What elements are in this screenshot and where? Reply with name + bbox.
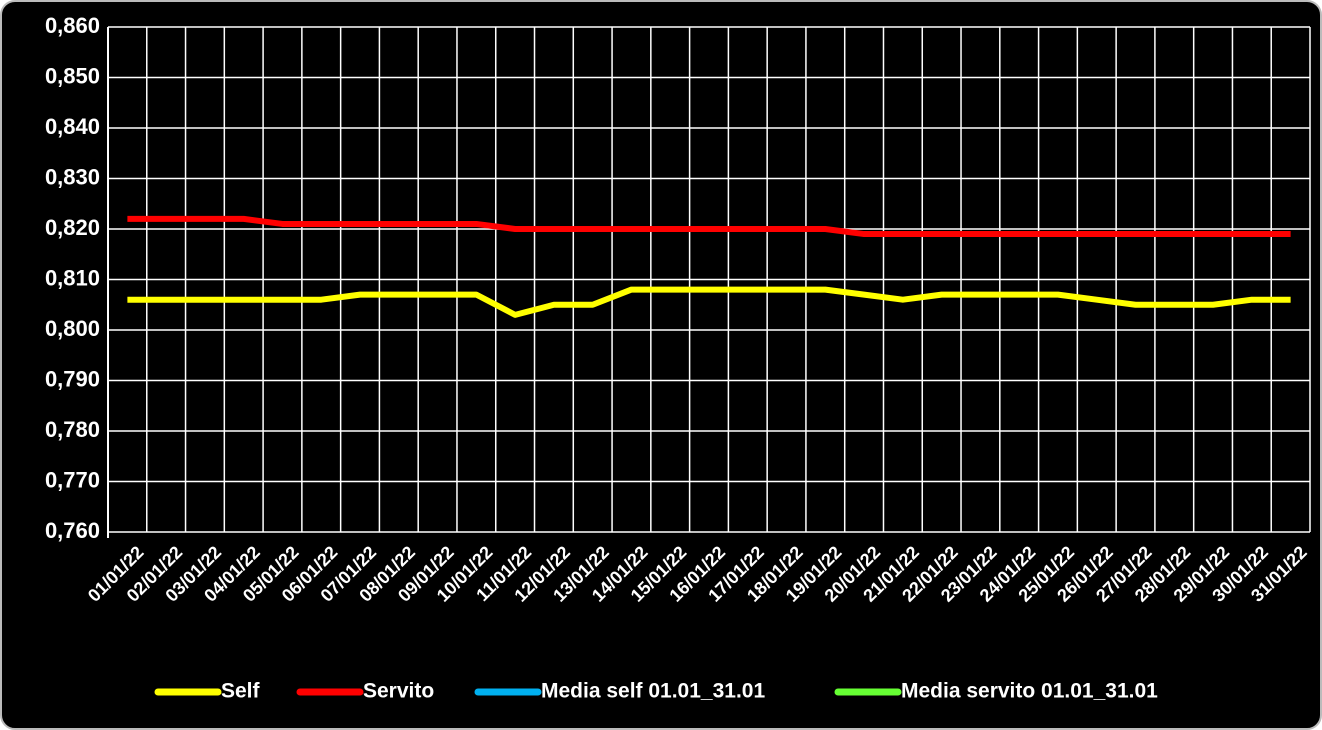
y-tick-label: 0,800 <box>45 316 100 341</box>
legend-label: Media servito 01.01_31.01 <box>901 680 1158 703</box>
y-tick-label: 0,860 <box>45 13 100 38</box>
y-tick-label: 0,780 <box>45 417 100 442</box>
y-tick-label: 0,770 <box>45 467 100 492</box>
y-tick-label: 0,760 <box>45 518 100 543</box>
series-line <box>127 286 1291 318</box>
legend-label: Self <box>221 680 261 703</box>
y-tick-label: 0,840 <box>45 114 100 139</box>
y-tick-label: 0,790 <box>45 366 100 391</box>
legend-label: Servito <box>363 680 434 703</box>
series-line <box>127 215 1291 238</box>
y-tick-label: 0,810 <box>45 265 100 290</box>
y-tick-label: 0,850 <box>45 63 100 88</box>
y-tick-label: 0,830 <box>45 164 100 189</box>
legend-label: Media self 01.01_31.01 <box>541 680 765 703</box>
y-tick-label: 0,820 <box>45 215 100 240</box>
